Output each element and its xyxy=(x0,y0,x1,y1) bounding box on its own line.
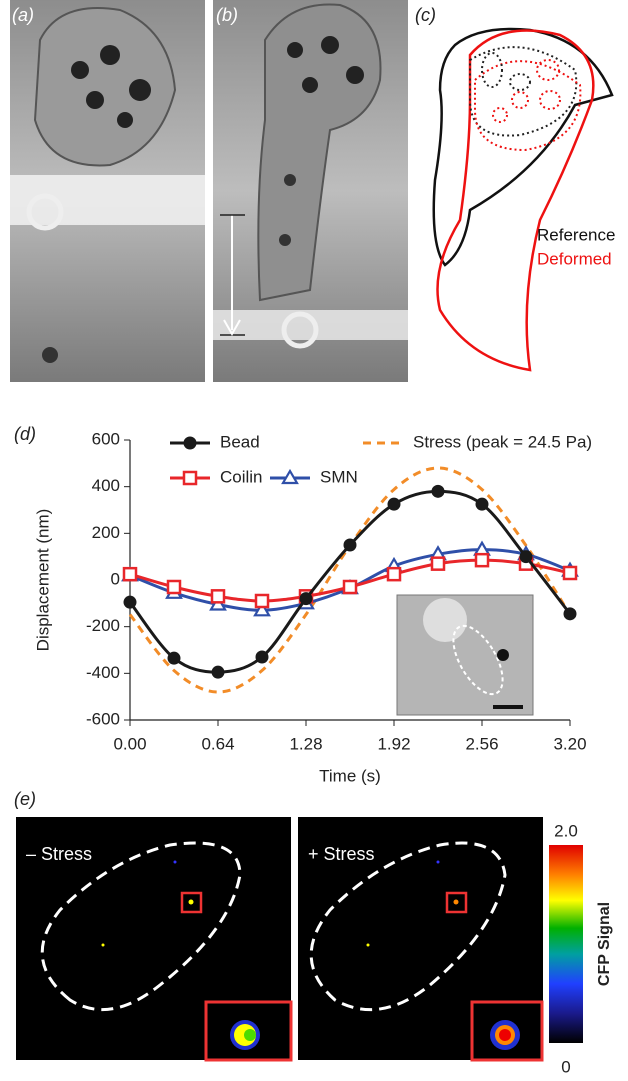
marker xyxy=(299,592,313,606)
x-tick-label: 0.64 xyxy=(201,734,234,753)
y-tick-label: 0 xyxy=(111,569,120,588)
marker xyxy=(254,593,270,609)
marker xyxy=(475,497,489,511)
y-tick-label: -200 xyxy=(86,616,120,635)
legend-reference: Reference xyxy=(537,225,615,244)
marker xyxy=(430,556,446,571)
x-tick-label: 2.56 xyxy=(465,734,498,753)
marker xyxy=(342,579,358,595)
marker xyxy=(281,468,299,485)
photo-b xyxy=(213,0,408,382)
marker xyxy=(562,565,578,581)
marker xyxy=(519,550,533,564)
x-tick-label: 0.00 xyxy=(113,734,146,753)
x-axis-label: Time (s) xyxy=(319,766,381,785)
marker xyxy=(210,589,226,604)
marker xyxy=(211,665,225,679)
y-tick-label: 400 xyxy=(92,476,120,495)
marker xyxy=(474,552,490,568)
legend-label: Stress (peak = 24.5 Pa) xyxy=(413,432,592,451)
y-tick-label: -600 xyxy=(86,709,120,728)
panel-label: (a) xyxy=(12,5,34,25)
photo-a xyxy=(10,0,205,382)
colorbar-tick-label: 2.0 xyxy=(554,821,578,840)
x-tick-label: 1.28 xyxy=(289,734,322,753)
fluorescence-images xyxy=(16,817,544,1062)
marker xyxy=(431,484,445,498)
marker xyxy=(386,566,402,582)
marker xyxy=(387,497,401,511)
y-axis-label: Displacement (nm) xyxy=(33,509,52,652)
y-tick-label: 200 xyxy=(92,523,120,542)
x-tick-label: 1.92 xyxy=(377,734,410,753)
legend-label: Coilin xyxy=(220,467,263,486)
marker xyxy=(167,651,181,665)
marker xyxy=(166,579,182,595)
colorbar xyxy=(549,845,583,1043)
condition-label: – Stress xyxy=(26,844,92,864)
colorbar-label: CFP Signal xyxy=(596,902,613,986)
marker xyxy=(255,650,269,664)
marker xyxy=(182,470,198,486)
outlines-c xyxy=(432,27,614,372)
marker xyxy=(183,436,197,450)
panel-label: (d) xyxy=(14,424,36,444)
condition-label: + Stress xyxy=(308,844,375,864)
panel-label: (b) xyxy=(216,5,238,25)
legend-deformed: Deformed xyxy=(537,249,612,268)
marker xyxy=(563,607,577,621)
marker xyxy=(123,595,137,609)
y-tick-label: 600 xyxy=(92,429,120,448)
x-tick-label: 3.20 xyxy=(553,734,586,753)
marker xyxy=(122,566,138,582)
panel-label: (c) xyxy=(415,5,436,25)
marker xyxy=(343,538,357,552)
y-tick-label: -400 xyxy=(86,663,120,682)
colorbar-tick-label: 0 xyxy=(561,1057,570,1076)
legend-label: Bead xyxy=(220,432,260,451)
legend-label: SMN xyxy=(320,467,358,486)
marker xyxy=(253,601,271,617)
inset-image xyxy=(396,594,534,716)
panel-label: (e) xyxy=(14,789,36,809)
